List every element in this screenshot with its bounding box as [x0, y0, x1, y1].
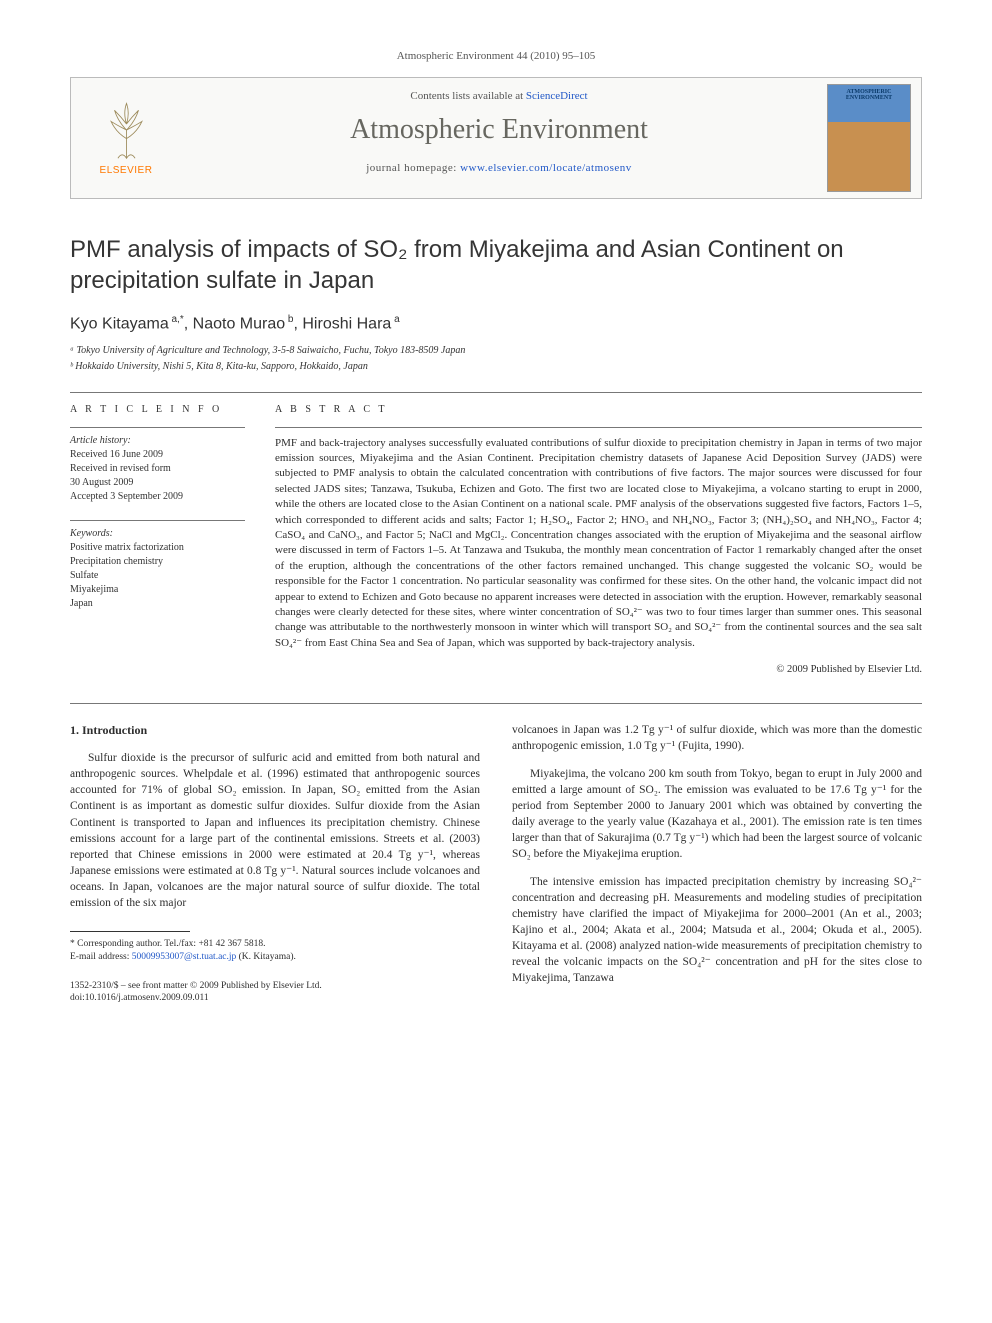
- info-rule-1: [70, 427, 245, 428]
- section-1-heading: 1. Introduction: [70, 722, 480, 739]
- article-info-heading: A R T I C L E I N F O: [70, 403, 245, 417]
- email-line: E-mail address: 50009953007@st.tuat.ac.j…: [70, 951, 480, 964]
- body-column-right: volcanoes in Japan was 1.2 Tg y⁻¹ of sul…: [512, 722, 922, 1005]
- author-2-affil-mark: b: [285, 314, 293, 325]
- keyword-1: Positive matrix factorization: [70, 541, 245, 555]
- keyword-5: Japan: [70, 597, 245, 611]
- info-rule-2: [70, 520, 245, 521]
- affiliation-a: ᵃ Tokyo University of Agriculture and Te…: [70, 344, 922, 358]
- intro-para-2: volcanoes in Japan was 1.2 Tg y⁻¹ of sul…: [512, 722, 922, 754]
- abstract-text: PMF and back-trajectory analyses success…: [275, 436, 922, 651]
- sciencedirect-link[interactable]: ScienceDirect: [526, 90, 588, 102]
- footnotes-block: * Corresponding author. Tel./fax: +81 42…: [70, 938, 480, 964]
- contents-available-line: Contents lists available at ScienceDirec…: [181, 90, 817, 102]
- abstract-copyright: © 2009 Published by Elsevier Ltd.: [275, 663, 922, 678]
- intro-para-1: Sulfur dioxide is the precursor of sulfu…: [70, 750, 480, 911]
- header-citation: Atmospheric Environment 44 (2010) 95–105: [70, 50, 922, 62]
- history-line-2: Received in revised form: [70, 462, 245, 476]
- abstract-rule: [275, 427, 922, 428]
- keywords-label: Keywords:: [70, 527, 245, 541]
- masthead: ELSEVIER Contents lists available at Sci…: [70, 77, 922, 199]
- page: Atmospheric Environment 44 (2010) 95–105…: [0, 0, 992, 1044]
- abstract-block: A B S T R A C T PMF and back-trajectory …: [275, 403, 922, 678]
- abstract-heading: A B S T R A C T: [275, 403, 922, 417]
- email-tail: (K. Kitayama).: [236, 952, 296, 962]
- history-line-3: 30 August 2009: [70, 476, 245, 490]
- divider-bottom: [70, 703, 922, 704]
- footer-line-1: 1352-2310/$ – see front matter © 2009 Pu…: [70, 980, 480, 992]
- elsevier-tree-icon: [99, 100, 154, 160]
- author-2: Naoto Murao: [193, 316, 286, 333]
- keyword-3: Sulfate: [70, 569, 245, 583]
- intro-para-4: The intensive emission has impacted prec…: [512, 874, 922, 987]
- article-title: PMF analysis of impacts of SO₂ from Miya…: [70, 234, 922, 296]
- author-1: Kyo Kitayama: [70, 316, 169, 333]
- journal-name: Atmospheric Environment: [181, 114, 817, 146]
- history-line-1: Received 16 June 2009: [70, 448, 245, 462]
- cover-title-text: ATMOSPHERIC ENVIRONMENT: [828, 89, 910, 101]
- authors-line: Kyo Kitayama a,*, Naoto Murao b, Hiroshi…: [70, 314, 922, 333]
- elsevier-label: ELSEVIER: [100, 165, 153, 176]
- corresponding-author-note: * Corresponding author. Tel./fax: +81 42…: [70, 938, 480, 951]
- journal-cover-thumbnail: ATMOSPHERIC ENVIRONMENT: [827, 84, 911, 192]
- corresponding-mark: *: [180, 314, 184, 325]
- author-3: Hiroshi Hara: [302, 316, 391, 333]
- intro-para-3: Miyakejima, the volcano 200 km south fro…: [512, 766, 922, 863]
- footnote-separator: [70, 931, 190, 932]
- keyword-4: Miyakejima: [70, 583, 245, 597]
- body-column-left: 1. Introduction Sulfur dioxide is the pr…: [70, 722, 480, 1005]
- masthead-center: Contents lists available at ScienceDirec…: [181, 78, 817, 198]
- publisher-logo-block: ELSEVIER: [71, 78, 181, 198]
- meta-abstract-row: A R T I C L E I N F O Article history: R…: [70, 403, 922, 678]
- keywords-block: Keywords: Positive matrix factorization …: [70, 527, 245, 611]
- email-label: E-mail address:: [70, 952, 132, 962]
- homepage-link[interactable]: www.elsevier.com/locate/atmosenv: [460, 162, 632, 174]
- contents-prefix: Contents lists available at: [410, 90, 525, 102]
- history-label: Article history:: [70, 434, 245, 448]
- divider-top: [70, 392, 922, 393]
- homepage-line: journal homepage: www.elsevier.com/locat…: [181, 162, 817, 174]
- affiliation-b: ᵇ Hokkaido University, Nishi 5, Kita 8, …: [70, 360, 922, 374]
- article-info-block: A R T I C L E I N F O Article history: R…: [70, 403, 245, 678]
- homepage-prefix: journal homepage:: [366, 162, 460, 174]
- cover-thumb-block: ATMOSPHERIC ENVIRONMENT: [817, 78, 921, 198]
- email-link[interactable]: 50009953007@st.tuat.ac.jp: [132, 952, 237, 962]
- history-line-4: Accepted 3 September 2009: [70, 490, 245, 504]
- body-columns: 1. Introduction Sulfur dioxide is the pr…: [70, 722, 922, 1005]
- footer-block: 1352-2310/$ – see front matter © 2009 Pu…: [70, 980, 480, 1005]
- keyword-2: Precipitation chemistry: [70, 555, 245, 569]
- author-3-affil-mark: a: [391, 314, 399, 325]
- author-1-affil-mark: a,: [169, 314, 180, 325]
- footer-line-2: doi:10.1016/j.atmosenv.2009.09.011: [70, 992, 480, 1004]
